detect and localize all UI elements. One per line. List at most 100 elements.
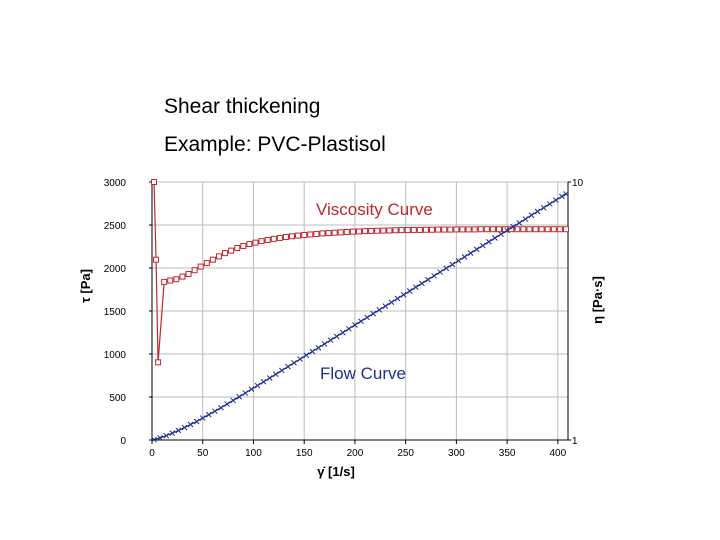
y-right-tick-label: 1 [572, 436, 578, 447]
data-point-cross [486, 238, 492, 245]
data-point-square [246, 241, 253, 248]
data-point-cross [431, 272, 437, 279]
data-point-cross [151, 436, 157, 443]
data-point-cross [352, 322, 358, 328]
data-point-cross [522, 216, 529, 222]
data-point-square [153, 256, 160, 263]
data-point-square [209, 256, 216, 263]
data-point-square [532, 226, 539, 233]
data-point-square [240, 242, 247, 249]
data-point-cross [272, 371, 279, 378]
y-left-tick-label: 2500 [104, 221, 127, 232]
data-point-cross [218, 404, 224, 411]
data-point-square [295, 232, 302, 239]
y-left-tick-label: 1500 [104, 307, 127, 318]
data-point-square [179, 273, 186, 280]
data-point-cross [315, 344, 322, 351]
data-point-cross [443, 265, 450, 272]
data-point-cross [345, 325, 352, 332]
data-point-square [562, 226, 569, 233]
axes [149, 181, 571, 444]
data-point-square [380, 227, 387, 234]
data-point-square [276, 234, 283, 241]
data-point-cross [498, 231, 504, 238]
data-point-square [526, 226, 533, 233]
data-point-square [173, 276, 180, 283]
data-point-cross [559, 193, 565, 200]
data-point-cross [181, 424, 188, 431]
y-left-tick-label: 2000 [104, 264, 127, 275]
data-point-square [252, 239, 259, 246]
data-point-square [459, 226, 466, 233]
data-point-cross [327, 337, 334, 344]
y-left-tick-label: 0 [120, 436, 126, 447]
data-point-square [483, 226, 490, 233]
data-point-square [520, 226, 527, 233]
data-point-cross [242, 390, 249, 396]
x-tick-label: 150 [296, 448, 313, 459]
data-point-cross [248, 386, 255, 393]
data-point-cross [546, 201, 553, 207]
annotations: Viscosity Curve Flow Curve [316, 200, 433, 383]
data-point-cross [528, 212, 535, 219]
data-point-cross [358, 318, 364, 325]
data-point-square [477, 226, 484, 233]
data-point-square [161, 278, 168, 285]
data-point-square [453, 226, 460, 233]
data-point-square [429, 226, 436, 233]
data-point-cross [563, 191, 569, 197]
data-point-cross [467, 250, 474, 256]
data-point-square [270, 235, 277, 242]
data-point-cross [236, 393, 243, 400]
data-point-cross [425, 276, 431, 283]
x-tick-label: 350 [499, 448, 516, 459]
data-point-square [398, 227, 405, 234]
data-point-cross [449, 261, 456, 268]
data-point-cross [157, 434, 163, 441]
data-point-square [386, 227, 393, 234]
grid [151, 181, 568, 441]
data-point-cross [364, 314, 370, 321]
data-point-cross [230, 397, 237, 404]
series-flow-curve [151, 191, 569, 443]
data-point-cross [224, 401, 230, 407]
data-point-square [258, 238, 265, 245]
data-point-square [355, 228, 362, 235]
data-point-square [343, 229, 350, 236]
data-point-cross [552, 197, 559, 203]
annotation-viscosity-curve: Viscosity Curve [316, 200, 433, 219]
data-point-cross [254, 382, 261, 389]
data-point-square [234, 244, 241, 251]
data-point-square [337, 229, 344, 236]
x-tick-label: 100 [245, 448, 262, 459]
data-point-square [215, 253, 222, 260]
tick-labels: 0 500 1000 1500 2000 2500 3000 0 50 100 150 200 250 3… [104, 178, 584, 459]
data-point-cross [199, 415, 206, 421]
data-point-cross [291, 360, 297, 366]
data-point-cross [376, 307, 383, 313]
data-point-square [362, 228, 369, 235]
data-point-cross [163, 432, 170, 439]
data-point-cross [309, 348, 316, 355]
data-point-square [167, 277, 174, 284]
data-point-square [282, 234, 289, 241]
data-point-square [422, 226, 429, 233]
data-point-square [465, 226, 472, 233]
data-point-square [538, 226, 545, 233]
data-point-square [331, 229, 338, 236]
data-point-square [550, 226, 557, 233]
x-tick-label: 250 [397, 448, 414, 459]
data-point-square [319, 230, 326, 237]
data-point-square [514, 226, 521, 233]
data-point-cross [492, 235, 498, 241]
data-point-cross [321, 341, 328, 347]
data-point-square [447, 226, 454, 233]
data-point-cross [303, 352, 310, 359]
data-point-square [496, 226, 503, 233]
data-point-cross [388, 299, 395, 306]
data-point-square [203, 260, 210, 267]
data-point-square [191, 267, 198, 274]
data-point-cross [279, 367, 285, 374]
data-point-square [325, 230, 332, 237]
data-point-cross [473, 246, 480, 253]
